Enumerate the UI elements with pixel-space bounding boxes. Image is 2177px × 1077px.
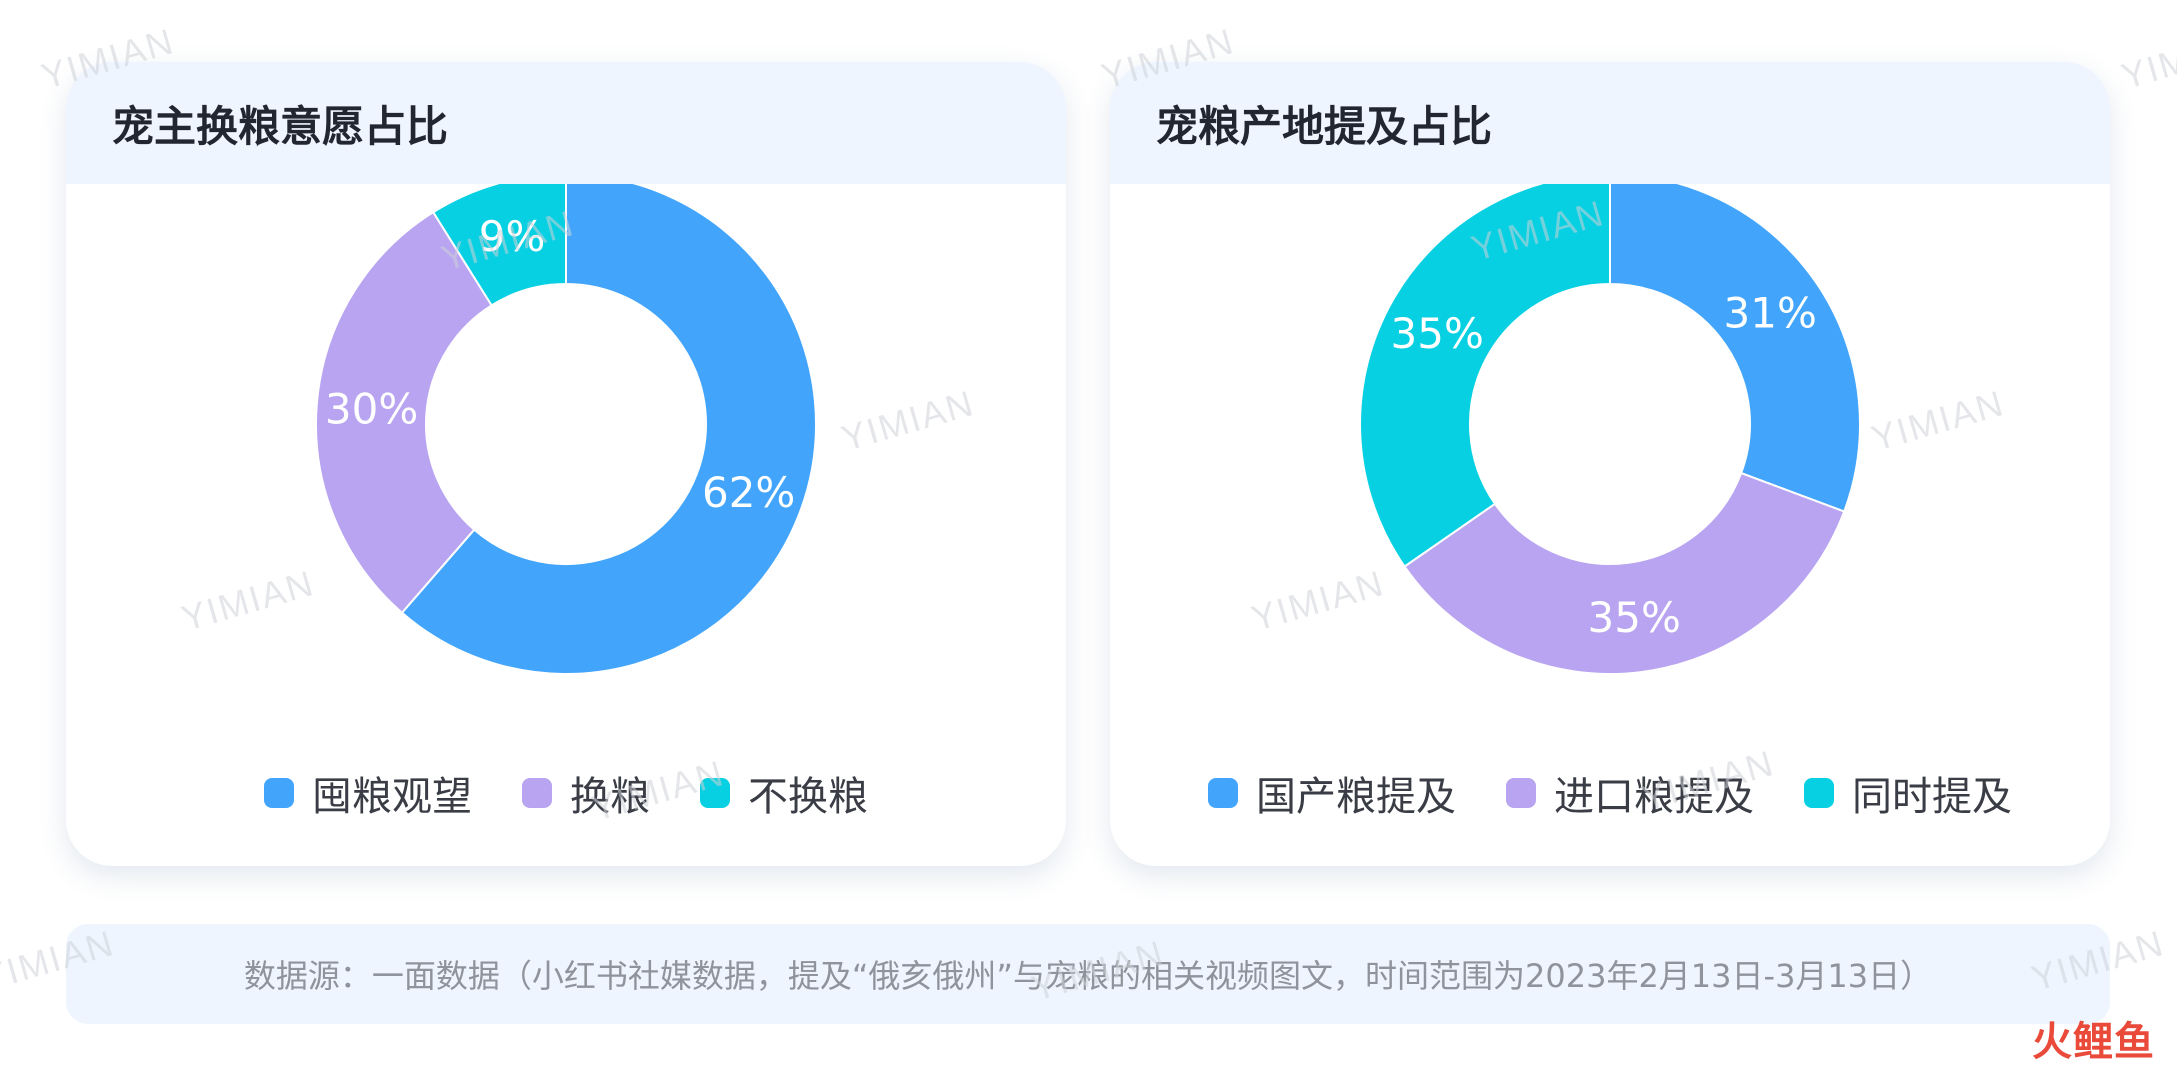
donut-slice-3 bbox=[1359, 184, 1611, 568]
legend-label: 进口粮提及 bbox=[1554, 774, 1754, 820]
legend-item: 国产粮提及 bbox=[1208, 764, 1456, 822]
legend-item: 同时提及 bbox=[1804, 764, 2012, 822]
brand-logo: 火鲤鱼 bbox=[2032, 1019, 2155, 1065]
slice-label-2: 35% bbox=[1588, 593, 1681, 642]
slice-label-3: 9% bbox=[479, 212, 546, 261]
legend-swatch bbox=[264, 778, 294, 808]
legend-item: 囤粮观望 bbox=[264, 764, 472, 822]
legend-swatch bbox=[1208, 778, 1238, 808]
slice-label-3: 35% bbox=[1391, 309, 1484, 358]
card-title: 宠主换粮意愿占比 bbox=[112, 101, 449, 151]
legend-label: 国产粮提及 bbox=[1256, 774, 1456, 820]
donut-slice-2 bbox=[1403, 471, 1846, 675]
food-origin-card: 宠粮产地提及占比 31% 35% 35% 国产粮提及 进口粮提及 同时提及 bbox=[1110, 62, 2110, 866]
watermark: YIMIAN bbox=[2116, 20, 2177, 97]
card-header: 宠主换粮意愿占比 bbox=[66, 62, 1066, 184]
legend-item: 进口粮提及 bbox=[1506, 764, 1754, 822]
slice-label-1: 31% bbox=[1724, 288, 1817, 337]
legend-label: 囤粮观望 bbox=[312, 774, 472, 820]
donut-chart-food-origin: 31% 35% 35% bbox=[1359, 184, 1861, 675]
card-title: 宠粮产地提及占比 bbox=[1156, 101, 1493, 151]
legend-swatch bbox=[522, 778, 552, 808]
owner-food-switch-card: 宠主换粮意愿占比 62% 30% 9% 囤粮观望 换粮 不换粮 bbox=[66, 62, 1066, 866]
legend-swatch bbox=[1506, 778, 1536, 808]
legend-label: 同时提及 bbox=[1852, 774, 2012, 820]
chart-legend: 国产粮提及 进口粮提及 同时提及 bbox=[1110, 764, 2110, 822]
chart-legend: 囤粮观望 换粮 不换粮 bbox=[66, 764, 1066, 822]
slice-label-1: 62% bbox=[702, 468, 795, 517]
donut-slice-1 bbox=[1609, 184, 1861, 513]
donut-chart-food-switch: 62% 30% 9% bbox=[315, 184, 817, 675]
legend-item: 换粮 bbox=[522, 764, 650, 822]
legend-label: 不换粮 bbox=[748, 774, 868, 820]
donut-slice-3 bbox=[431, 184, 567, 307]
data-source-text: 数据源：一面数据（小红书社媒数据，提及“俄亥俄州”与宠粮的相关视频图文，时间范围… bbox=[243, 957, 1933, 995]
legend-swatch bbox=[1804, 778, 1834, 808]
donut-slice-2 bbox=[315, 210, 494, 615]
legend-swatch bbox=[700, 778, 730, 808]
card-header: 宠粮产地提及占比 bbox=[1110, 62, 2110, 184]
data-source-footer: 数据源：一面数据（小红书社媒数据，提及“俄亥俄州”与宠粮的相关视频图文，时间范围… bbox=[66, 924, 2110, 1024]
slice-label-2: 30% bbox=[325, 384, 418, 433]
legend-item: 不换粮 bbox=[700, 764, 868, 822]
legend-label: 换粮 bbox=[570, 774, 650, 820]
donut-slice-1 bbox=[400, 184, 817, 675]
